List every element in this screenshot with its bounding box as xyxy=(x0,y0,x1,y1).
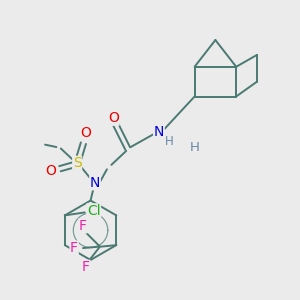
Text: F: F xyxy=(82,260,90,274)
Text: Cl: Cl xyxy=(87,204,100,218)
Text: F: F xyxy=(79,219,87,233)
Text: N: N xyxy=(154,125,164,139)
Text: O: O xyxy=(45,164,56,178)
Text: H: H xyxy=(190,140,200,154)
Text: O: O xyxy=(108,111,119,125)
Text: S: S xyxy=(73,156,82,170)
Text: N: N xyxy=(90,176,100,190)
Text: O: O xyxy=(81,126,92,140)
Text: H: H xyxy=(165,135,174,148)
Text: F: F xyxy=(70,241,78,255)
